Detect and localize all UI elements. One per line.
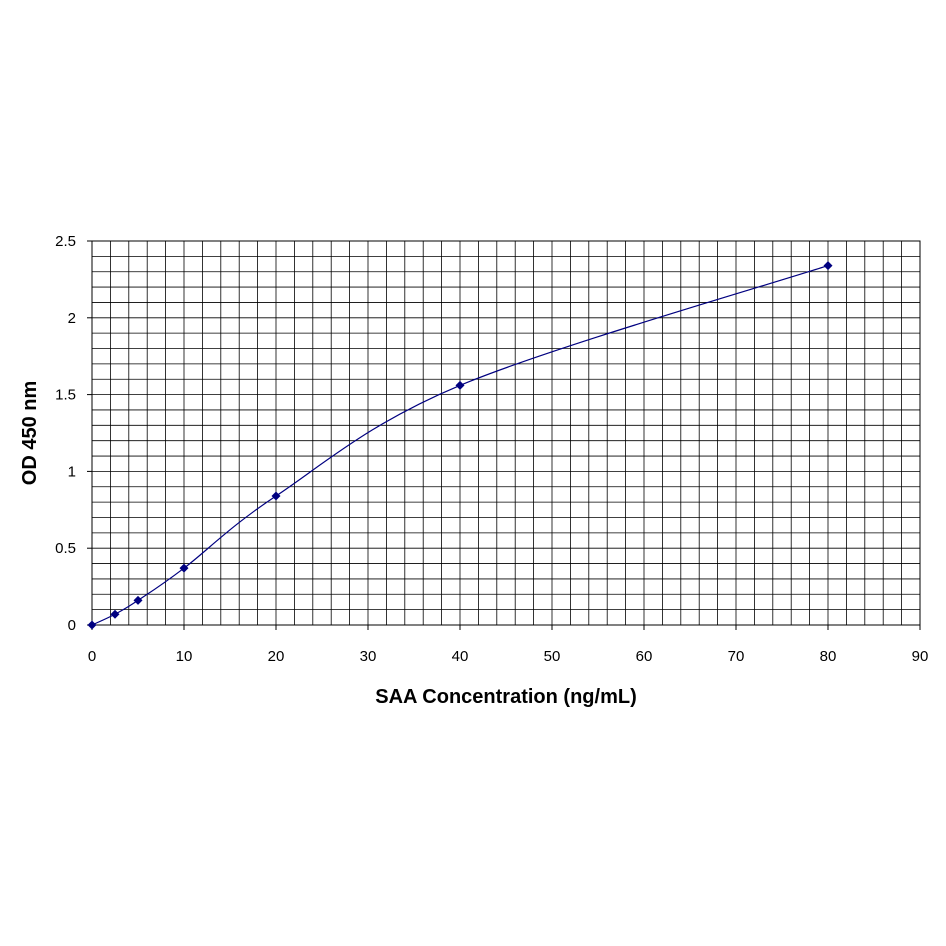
data-point <box>133 595 143 605</box>
data-point <box>110 609 120 619</box>
y-axis-ticks: 0 0.5 1 1.5 2 2.5 <box>55 233 92 634</box>
x-tick-label: 50 <box>544 648 561 665</box>
x-tick-label: 70 <box>728 648 745 665</box>
data-point <box>271 491 281 501</box>
data-point <box>179 563 189 573</box>
x-tick-label: 60 <box>636 648 653 665</box>
y-tick-label: 1.5 <box>55 387 76 404</box>
x-axis-title: SAA Concentration (ng/mL) <box>375 686 636 708</box>
data-point <box>455 380 465 390</box>
data-point <box>823 261 833 271</box>
y-tick-label: 0 <box>68 617 76 634</box>
x-tick-label: 0 <box>88 648 96 665</box>
plot-area-frame <box>91 240 921 626</box>
x-tick-label: 20 <box>268 648 285 665</box>
y-tick-label: 1 <box>68 463 76 480</box>
data-points <box>87 261 833 630</box>
x-tick-label: 30 <box>360 648 377 665</box>
grid <box>92 241 920 625</box>
x-tick-label: 90 <box>912 648 929 665</box>
y-tick-label: 2.5 <box>55 233 76 250</box>
y-axis-title: OD 450 nm <box>19 381 41 485</box>
data-point <box>87 620 97 630</box>
y-tick-label: 0.5 <box>55 540 76 557</box>
series-curve <box>91 265 829 626</box>
x-tick-label: 80 <box>820 648 837 665</box>
y-tick-label: 2 <box>68 310 76 327</box>
x-tick-label: 40 <box>452 648 469 665</box>
x-axis-ticks: 0 10 20 30 40 50 60 70 80 90 <box>88 625 929 665</box>
x-tick-label: 10 <box>176 648 193 665</box>
